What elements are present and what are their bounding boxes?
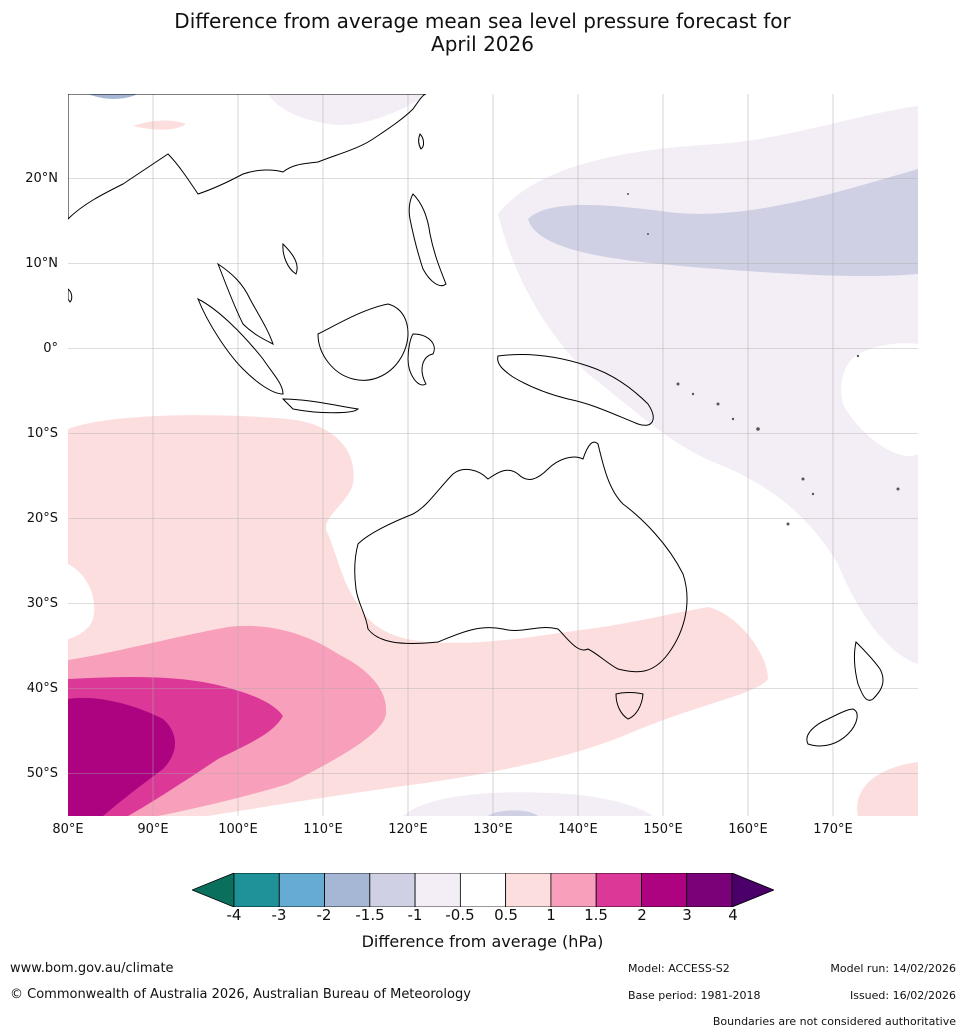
colorbar-tick: 4 — [728, 906, 738, 924]
lat-label-20s: 20°S — [26, 511, 58, 526]
colorbar-cell — [369, 873, 416, 907]
asia-mainland-coast — [68, 94, 427, 345]
nz-south-coast — [806, 708, 858, 747]
sumatra-coast — [197, 297, 284, 395]
anomaly-hole-east — [841, 343, 918, 456]
lon-label-100e: 100°E — [218, 822, 258, 837]
issued-text: Issued: 16/02/2026 — [849, 989, 956, 1002]
lon-label-90e: 90°E — [137, 822, 169, 837]
colorbar-cell — [459, 873, 507, 907]
anomaly-region-neg-1-north — [88, 94, 138, 99]
colorbar-arrow-max — [731, 873, 774, 907]
lat-label-20n: 20°N — [25, 171, 58, 186]
coastlines — [68, 94, 884, 747]
tasmania-coast — [615, 692, 644, 720]
lon-label-160e: 160°E — [728, 822, 768, 837]
lon-label-170e: 170°E — [813, 822, 853, 837]
title-line-1: Difference from average mean sea level p… — [174, 9, 791, 33]
lon-label-80e: 80°E — [52, 822, 84, 837]
colorbar-tick: -3 — [271, 906, 287, 924]
borneo-coast — [317, 303, 409, 381]
colorbar — [192, 873, 774, 907]
lat-label-40s: 40°S — [26, 681, 58, 696]
lat-label-10n: 10°N — [25, 256, 58, 271]
colorbar-cell — [595, 873, 642, 907]
anomaly-region-neg-0.5-south — [403, 792, 653, 816]
colorbar-tick: 1.5 — [584, 906, 608, 924]
colorbar-tick: -0.5 — [445, 906, 475, 924]
website-link[interactable]: www.bom.gov.au/climate — [10, 961, 174, 976]
colorbar-tick: 3 — [682, 906, 692, 924]
colorbar-cell — [550, 873, 597, 907]
colorbar-tick: -4 — [226, 906, 242, 924]
model-run-text: Model run: 14/02/2026 — [830, 962, 956, 975]
java-coast — [281, 398, 360, 414]
anomaly-region-neg-0.5-north — [268, 94, 428, 125]
colorbar-arrow-min — [192, 873, 235, 907]
anomaly-hole-west — [68, 564, 95, 639]
base-period-text: Base period: 1981-2018 — [628, 989, 761, 1002]
pacific-islands — [627, 193, 900, 526]
philippines-coast — [408, 193, 447, 287]
graticule — [68, 94, 918, 816]
lon-label-150e: 150°E — [643, 822, 683, 837]
lon-label-110e: 110°E — [303, 822, 343, 837]
anomaly-region-pos-2 — [68, 697, 176, 816]
lat-label-50s: 50°S — [26, 766, 58, 781]
colorbar-tick: -1.5 — [355, 906, 385, 924]
lat-label-30s: 30°S — [26, 596, 58, 611]
lon-label-120e: 120°E — [388, 822, 428, 837]
nz-north-coast — [854, 640, 884, 701]
anomaly-region-pos-0.5-tibet — [133, 120, 186, 130]
colorbar-tick: -1 — [407, 906, 423, 924]
colorbar-tick: 0.5 — [494, 906, 518, 924]
anomaly-region-neg-1-south — [488, 810, 538, 816]
copyright-text: © Commonwealth of Australia 2026, Austra… — [10, 987, 471, 1002]
anomaly-region-pos-0.5-se — [857, 762, 918, 816]
colorbar-tick: -2 — [316, 906, 332, 924]
taiwan-coast — [418, 133, 424, 150]
colorbar-cell — [641, 873, 688, 907]
lon-label-130e: 130°E — [473, 822, 513, 837]
colorbar-tick: 1 — [546, 906, 556, 924]
map-svg — [68, 94, 918, 816]
model-text: Model: ACCESS-S2 — [628, 962, 730, 975]
chart-title: Difference from average mean sea level p… — [0, 10, 965, 56]
colorbar-cell — [233, 873, 280, 907]
title-line-2: April 2026 — [431, 32, 534, 56]
colorbar-cell — [686, 873, 733, 907]
colorbar-cell — [505, 873, 552, 907]
colorbar-tick: 2 — [637, 906, 647, 924]
colorbar-cell — [324, 873, 371, 907]
lon-label-140e: 140°E — [558, 822, 598, 837]
disclaimer-text: Boundaries are not considered authoritat… — [712, 1015, 956, 1028]
colorbar-cell — [278, 873, 325, 907]
new-guinea-coast — [497, 354, 654, 426]
colorbar-label: Difference from average (hPa) — [361, 932, 604, 951]
anomaly-region-neg-1 — [528, 169, 918, 277]
lat-label-0: 0° — [43, 341, 58, 356]
sulawesi-coast — [407, 333, 435, 386]
colorbar-cell — [414, 873, 461, 907]
sri-lanka-coast — [68, 288, 73, 303]
australia-coast — [354, 441, 688, 673]
colorbar-cells — [192, 873, 774, 907]
pressure-anomaly-map — [68, 94, 918, 816]
lat-label-10s: 10°S — [26, 426, 58, 441]
